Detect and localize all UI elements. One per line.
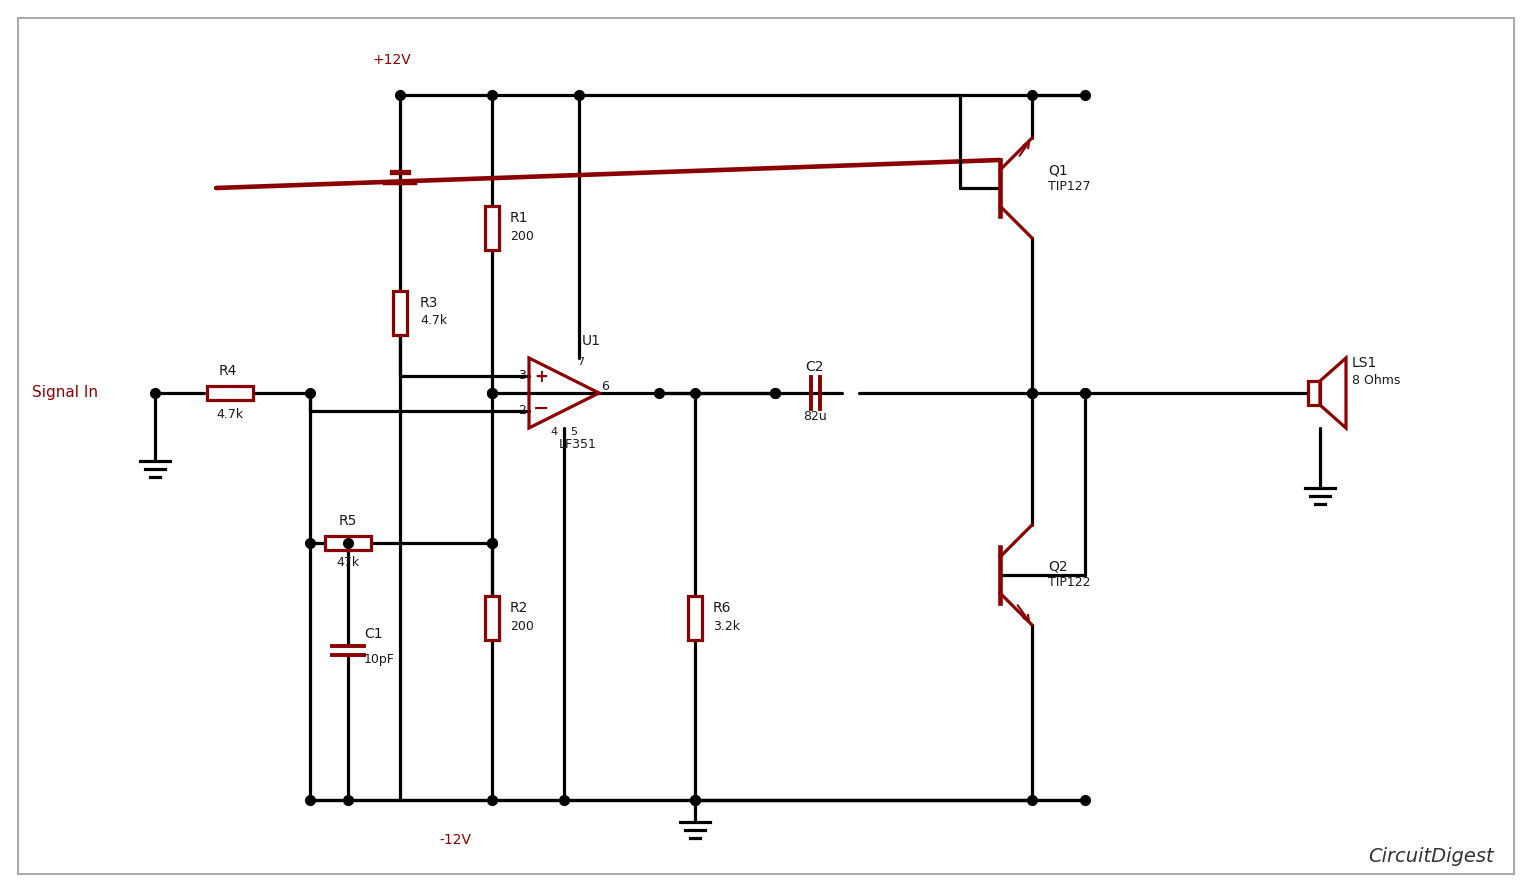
Text: 7: 7 xyxy=(578,357,584,367)
Text: 8 Ohms: 8 Ohms xyxy=(1353,375,1400,387)
Text: 2: 2 xyxy=(518,404,525,417)
Text: 4.7k: 4.7k xyxy=(420,315,447,327)
Bar xyxy=(207,386,253,400)
Text: CircuitDigest: CircuitDigest xyxy=(1368,847,1494,866)
Bar xyxy=(325,536,371,550)
Text: R3: R3 xyxy=(420,296,438,310)
Text: 3: 3 xyxy=(518,369,525,382)
Bar xyxy=(394,291,408,335)
Text: C1: C1 xyxy=(365,627,383,641)
Text: Q1: Q1 xyxy=(1048,163,1068,177)
Text: Q2: Q2 xyxy=(1048,560,1068,574)
Text: −: − xyxy=(533,399,548,418)
Text: C2: C2 xyxy=(806,360,824,374)
Text: R5: R5 xyxy=(339,514,357,528)
Text: 5: 5 xyxy=(570,427,578,437)
Text: 4.7k: 4.7k xyxy=(216,409,244,422)
Text: 47k: 47k xyxy=(337,557,360,569)
Text: LF351: LF351 xyxy=(559,439,597,451)
Text: R4: R4 xyxy=(219,364,237,378)
Text: Signal In: Signal In xyxy=(32,385,98,401)
Bar xyxy=(1308,381,1321,405)
Text: 4: 4 xyxy=(552,427,558,437)
Text: U1: U1 xyxy=(582,334,601,348)
Bar xyxy=(486,596,499,640)
Text: LS1: LS1 xyxy=(1353,356,1377,370)
Bar xyxy=(486,206,499,250)
Text: 82u: 82u xyxy=(803,410,827,424)
Text: 3.2k: 3.2k xyxy=(712,620,740,632)
Text: R1: R1 xyxy=(510,211,529,225)
Text: +12V: +12V xyxy=(372,53,412,67)
Text: 200: 200 xyxy=(510,229,533,243)
Bar xyxy=(688,596,702,640)
Text: R6: R6 xyxy=(712,601,731,615)
Text: 10pF: 10pF xyxy=(365,654,395,666)
Text: 200: 200 xyxy=(510,620,533,632)
Text: 6: 6 xyxy=(601,381,608,393)
Text: TIP127: TIP127 xyxy=(1048,179,1091,193)
Text: -12V: -12V xyxy=(440,833,470,847)
Text: R2: R2 xyxy=(510,601,529,615)
Text: TIP122: TIP122 xyxy=(1048,576,1091,590)
Text: +: + xyxy=(535,368,548,386)
